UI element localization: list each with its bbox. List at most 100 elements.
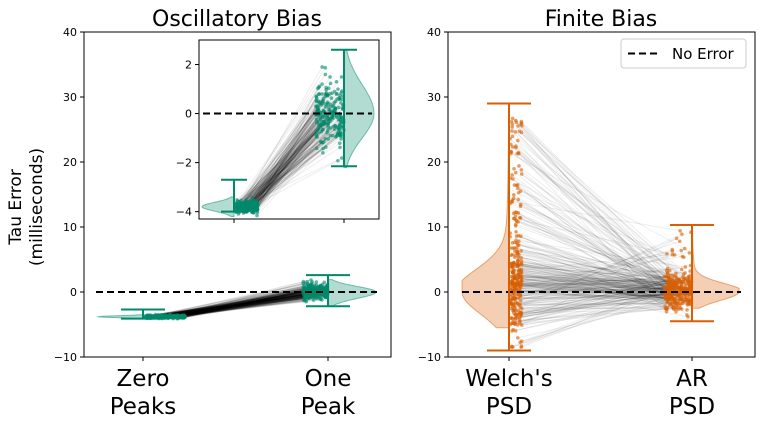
pair-line — [513, 262, 667, 288]
pair-line — [170, 290, 328, 318]
data-point — [519, 234, 523, 239]
data-point — [682, 277, 686, 281]
pair-line — [520, 190, 668, 255]
pair-line — [163, 296, 305, 318]
data-point — [674, 284, 678, 289]
x-tick-label-line2: Peaks — [110, 394, 177, 420]
pair-line — [518, 271, 674, 285]
pair-line — [513, 197, 679, 289]
pair-line — [510, 270, 691, 303]
pair-line — [251, 121, 343, 202]
data-point — [162, 312, 167, 317]
pair-line — [235, 125, 340, 208]
data-point — [665, 300, 670, 305]
pair-line — [517, 283, 666, 307]
pair-line — [146, 296, 320, 318]
pair-line — [175, 290, 307, 318]
pair-line — [518, 274, 672, 285]
pair-line — [515, 239, 686, 268]
pair-line — [248, 125, 336, 209]
data-point — [509, 280, 513, 284]
inset-x-ticks — [233, 219, 345, 223]
pair-line — [181, 293, 309, 318]
data-point — [255, 203, 259, 208]
pair-line — [245, 138, 342, 211]
pair-line — [515, 120, 672, 296]
pair-line — [521, 298, 681, 310]
data-point — [515, 249, 520, 254]
data-point — [324, 85, 329, 90]
data-point — [511, 196, 516, 201]
pair-line — [255, 114, 317, 207]
data-point — [516, 138, 520, 143]
data-point — [519, 168, 524, 172]
data-point — [511, 265, 515, 269]
data-point — [182, 314, 187, 318]
pair-line — [171, 290, 328, 317]
data-point — [318, 287, 323, 292]
pair-line — [161, 290, 324, 317]
pair-line — [165, 288, 321, 319]
pair-line — [156, 287, 324, 319]
pair-line — [154, 294, 311, 318]
pair-line — [519, 270, 668, 302]
pair-line — [180, 291, 318, 318]
pair-line — [245, 117, 325, 206]
pair-line — [521, 279, 675, 290]
pair-line — [161, 285, 309, 316]
data-point — [326, 105, 331, 109]
pair-line — [510, 302, 675, 305]
pair-line — [512, 276, 689, 305]
pair-line — [255, 105, 317, 208]
data-point — [320, 82, 324, 86]
data-point — [681, 286, 686, 291]
pair-line — [515, 288, 691, 299]
pair-line — [168, 282, 304, 318]
pair-line — [520, 235, 675, 310]
data-point — [664, 309, 669, 314]
pair-line — [146, 279, 312, 319]
pair-line — [151, 292, 314, 317]
pair-line — [165, 294, 323, 317]
pair-line — [249, 141, 322, 210]
data-point — [326, 121, 331, 125]
pair-line — [519, 276, 667, 314]
pair-line — [517, 285, 691, 302]
pair-line — [170, 291, 312, 317]
data-point — [666, 291, 671, 296]
pair-line — [519, 285, 685, 293]
data-point — [674, 277, 679, 282]
y-ticks: −10 0 10 20 30 40 — [54, 26, 84, 364]
data-point — [323, 92, 328, 96]
pair-line — [148, 290, 313, 317]
pair-line — [179, 294, 326, 317]
pair-line — [248, 129, 323, 206]
data-point — [247, 203, 251, 207]
pair-line — [183, 296, 306, 316]
pair-line — [151, 292, 327, 316]
pair-line — [517, 300, 676, 339]
pair-line — [517, 244, 683, 278]
pair-line — [247, 114, 319, 210]
pair-line — [515, 172, 688, 316]
pair-line — [237, 111, 326, 209]
data-point — [236, 212, 241, 216]
pair-line — [514, 278, 677, 316]
data-point — [301, 281, 305, 286]
data-point — [320, 101, 324, 105]
pair-line — [161, 291, 307, 319]
pair-line — [515, 307, 674, 310]
pair-line — [183, 288, 305, 319]
pair-line — [514, 283, 674, 294]
data-point — [686, 315, 690, 319]
data-point — [509, 119, 514, 124]
pair-line — [245, 124, 325, 213]
pair-line — [512, 292, 669, 300]
pair-line — [512, 283, 674, 300]
pair-line — [177, 296, 306, 318]
pair-line — [518, 264, 688, 311]
x-tick-label-line2: Peak — [301, 394, 356, 420]
data-point — [680, 301, 685, 306]
x-tick-label-line1: Zero — [117, 366, 170, 392]
pair-line — [512, 247, 690, 283]
